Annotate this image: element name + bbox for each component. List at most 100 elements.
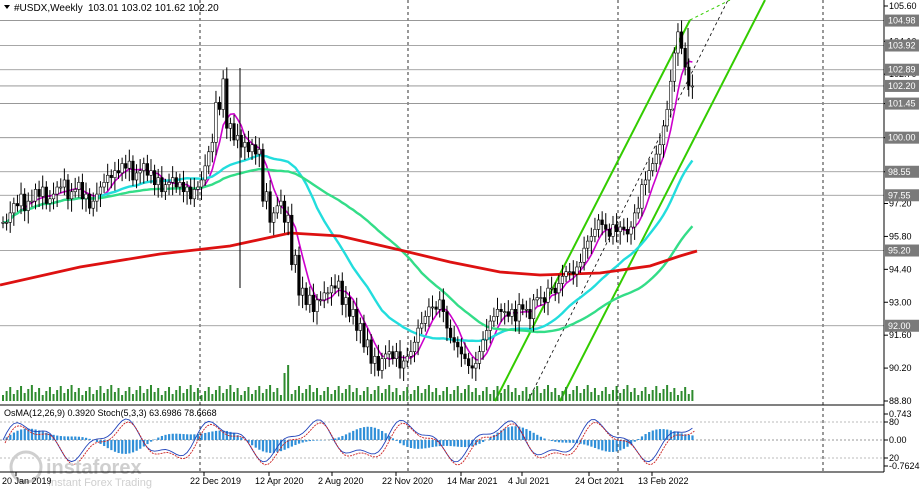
candle-body <box>257 149 261 155</box>
volume-bar <box>626 385 629 401</box>
osma-bar <box>186 434 189 440</box>
volume-bar <box>658 393 661 401</box>
osma-bar <box>525 429 528 440</box>
volume-bar <box>619 393 622 401</box>
ohlc-label: 103.01 103.02 101.62 102.20 <box>88 3 219 14</box>
osma-bar <box>269 440 272 453</box>
osma-bar <box>200 433 203 440</box>
candle-body <box>41 186 45 197</box>
volume-bar <box>395 388 398 401</box>
osma-bar <box>41 431 44 440</box>
candle-body <box>618 226 622 233</box>
osma-bar <box>568 440 571 443</box>
volume-bar <box>113 392 116 401</box>
osma-bar <box>81 437 84 440</box>
candle-body <box>362 323 366 348</box>
volume-bar <box>586 385 589 401</box>
osma-bar <box>355 429 358 440</box>
volume-bar <box>355 388 358 401</box>
candle-body <box>232 123 236 141</box>
osma-bar <box>373 427 376 440</box>
volume-bar <box>568 394 571 401</box>
candle-body <box>373 356 377 364</box>
volume-bar <box>399 395 402 401</box>
candle-body <box>438 299 442 310</box>
volume-bar <box>225 389 228 401</box>
candle-body <box>654 153 658 164</box>
volume-bar <box>131 394 134 401</box>
candle-body <box>589 236 593 242</box>
dropdown-triangle-icon[interactable] <box>4 5 10 9</box>
candle-body <box>568 271 572 273</box>
oscillator-panel <box>0 418 884 466</box>
candle-body <box>236 135 240 141</box>
channel-middle-line <box>527 0 729 402</box>
candle-body <box>513 309 518 322</box>
volume-bar <box>16 390 19 401</box>
osma-bar <box>135 440 138 451</box>
osma-bar <box>503 428 506 440</box>
candle-body <box>477 351 482 364</box>
volume-bar <box>388 385 391 401</box>
osma-bar <box>528 430 532 440</box>
osma-bar <box>218 430 221 440</box>
candle-body <box>614 224 619 233</box>
indicator-label: OsMA(12,26,9) 0.3920 Stoch(5,3,3) 63.698… <box>4 408 217 418</box>
price-level-label: 98.55 <box>888 167 911 177</box>
osma-bar <box>103 440 106 447</box>
candle-body <box>55 186 59 195</box>
volume-bar <box>207 387 210 401</box>
volume-bar <box>489 394 492 401</box>
volume-bar <box>334 390 337 401</box>
candle-body <box>398 351 402 369</box>
volume-bar <box>391 392 394 401</box>
volume-bar <box>593 388 596 401</box>
candle-body <box>329 285 334 294</box>
candle-body <box>423 316 427 324</box>
chart-header: #USDX,Weekly 103.01 103.02 101.62 102.20 <box>4 3 219 14</box>
osma-bar <box>279 440 283 452</box>
osma-bar <box>402 440 405 446</box>
osma-bar <box>518 426 521 440</box>
osma-bar <box>99 440 102 444</box>
candle-body <box>456 341 460 348</box>
osma-bar <box>366 426 369 440</box>
osma-bar <box>666 429 669 440</box>
volume-bar <box>99 386 102 401</box>
osma-bar <box>247 440 250 443</box>
osma-bar <box>492 434 496 440</box>
volume-bar <box>521 391 524 401</box>
volume-bar <box>370 394 373 401</box>
price-level-box <box>885 319 919 332</box>
osma-bar <box>23 428 26 440</box>
volume-bar <box>597 395 600 401</box>
osma-bar <box>204 432 207 440</box>
volume-bar <box>474 388 477 401</box>
candle-body <box>95 193 99 202</box>
volume-bar <box>651 390 654 401</box>
volume-bar <box>413 390 416 401</box>
volume-bar <box>644 387 647 401</box>
volume-bar <box>117 388 120 401</box>
time-axis: 20 Jan 2019 22 Dec 2019 12 Apr 2020 2 Aug 2… <box>0 471 884 486</box>
volume-bar <box>503 389 506 401</box>
volume-bar <box>673 388 676 401</box>
grid <box>199 0 824 472</box>
osma-bar <box>431 440 434 448</box>
osma-bar <box>637 439 640 440</box>
candle-body <box>434 306 438 310</box>
candle-body <box>611 224 615 237</box>
candle-body <box>8 212 12 223</box>
price-tick-label: 97.20 <box>889 199 912 209</box>
price-level-label: 100.00 <box>888 133 916 143</box>
candle-body <box>134 172 139 181</box>
candle-body <box>26 200 30 211</box>
volume-bar <box>85 391 88 401</box>
candle-body <box>69 191 74 200</box>
volume-bar <box>189 385 192 401</box>
time-label: 4 Jul 2021 <box>508 476 550 486</box>
volume-bar <box>359 395 362 401</box>
volume-bar <box>153 392 156 401</box>
volume-bar <box>575 386 578 401</box>
volume-bar <box>402 391 405 401</box>
